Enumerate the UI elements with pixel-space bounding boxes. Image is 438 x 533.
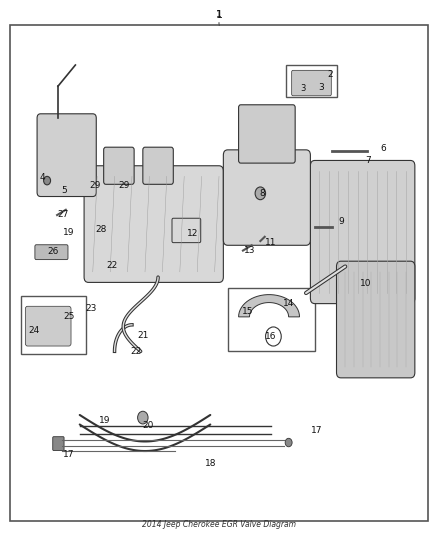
Text: 3: 3 (300, 84, 306, 93)
Text: 2: 2 (327, 70, 333, 79)
Text: 27: 27 (57, 210, 69, 219)
Text: 18: 18 (205, 459, 216, 469)
Text: 29: 29 (89, 181, 101, 190)
Text: 29: 29 (118, 181, 130, 190)
FancyBboxPatch shape (53, 437, 64, 450)
Text: 24: 24 (28, 326, 40, 335)
Circle shape (138, 411, 148, 424)
Text: 14: 14 (283, 299, 294, 308)
Text: 22: 22 (131, 347, 142, 356)
Text: 9: 9 (339, 217, 345, 227)
Bar (228, 288, 315, 351)
FancyBboxPatch shape (104, 147, 134, 184)
Circle shape (44, 176, 50, 185)
Bar (286, 65, 336, 97)
Circle shape (255, 187, 265, 200)
Text: 25: 25 (63, 312, 74, 321)
Text: 20: 20 (143, 421, 154, 430)
Text: 8: 8 (260, 189, 265, 198)
FancyBboxPatch shape (84, 166, 223, 282)
FancyBboxPatch shape (223, 150, 311, 245)
Text: 5: 5 (62, 185, 67, 195)
Text: 12: 12 (187, 229, 198, 238)
FancyBboxPatch shape (37, 114, 96, 197)
Text: 13: 13 (244, 246, 256, 255)
Text: 17: 17 (311, 426, 322, 435)
Text: 3: 3 (318, 83, 324, 92)
Text: 11: 11 (265, 238, 276, 247)
FancyBboxPatch shape (143, 147, 173, 184)
Text: 2014 Jeep Cherokee EGR Valve Diagram: 2014 Jeep Cherokee EGR Valve Diagram (142, 520, 296, 529)
Text: 22: 22 (107, 261, 118, 270)
Text: 7: 7 (365, 156, 371, 165)
FancyBboxPatch shape (25, 306, 71, 346)
Text: 10: 10 (360, 279, 372, 288)
Text: 15: 15 (242, 307, 254, 316)
Text: 28: 28 (96, 225, 107, 234)
Text: 21: 21 (137, 331, 148, 340)
Text: 1: 1 (215, 10, 223, 20)
Text: 23: 23 (85, 304, 96, 313)
Text: 1: 1 (216, 10, 222, 19)
Text: 19: 19 (99, 416, 111, 425)
Polygon shape (239, 295, 300, 317)
Circle shape (285, 438, 292, 447)
Text: 16: 16 (265, 332, 276, 341)
Text: 19: 19 (63, 228, 74, 237)
FancyBboxPatch shape (35, 245, 68, 260)
Text: 26: 26 (47, 247, 58, 256)
FancyBboxPatch shape (239, 105, 295, 163)
Text: 6: 6 (381, 144, 386, 154)
Bar (21, 296, 86, 354)
Text: 4: 4 (40, 173, 46, 182)
FancyBboxPatch shape (292, 70, 331, 96)
Text: 17: 17 (63, 450, 74, 459)
FancyBboxPatch shape (311, 160, 415, 304)
FancyBboxPatch shape (336, 261, 415, 378)
